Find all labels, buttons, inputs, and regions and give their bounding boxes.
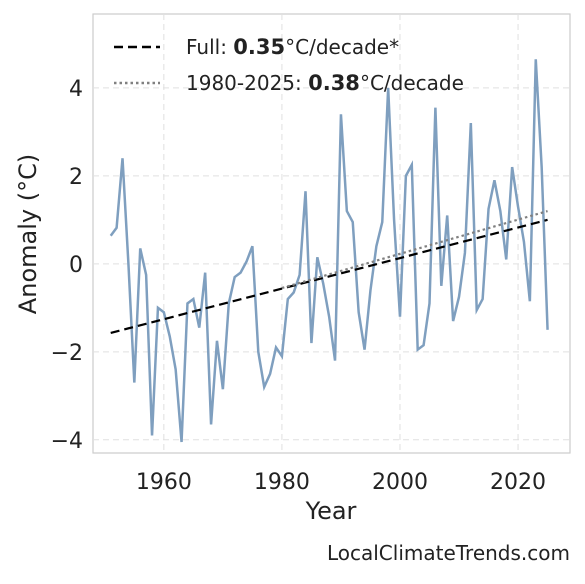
- y-tick-label: −4: [51, 429, 83, 454]
- y-tick-label: 4: [69, 77, 83, 102]
- plot-frame: [92, 13, 571, 454]
- legend-suffix: °C/decade*: [285, 35, 399, 59]
- x-tick-label: 1960: [136, 470, 192, 495]
- x-tick-label: 1980: [254, 470, 310, 495]
- legend-suffix: °C/decade: [360, 71, 464, 95]
- legend-rate: 0.38: [308, 71, 360, 95]
- legend-label: 1980-2025: 0.38°C/decade: [186, 71, 464, 95]
- legend-prefix: Full:: [186, 35, 233, 59]
- y-tick-label: −2: [51, 341, 83, 366]
- x-tick-label: 2000: [372, 470, 428, 495]
- source: LocalClimateTrends.com: [327, 541, 570, 565]
- trend-line: [281, 210, 548, 290]
- anomaly-line: [109, 59, 549, 443]
- legend-prefix: 1980-2025:: [186, 71, 308, 95]
- trend-line: [110, 218, 548, 334]
- x-tick-label: 2020: [490, 470, 546, 495]
- legend-label: Full: 0.35°C/decade*: [186, 35, 399, 59]
- y-axis-label: Anomaly (°C): [14, 154, 42, 314]
- x-axis-label: Year: [305, 497, 357, 525]
- y-tick-label: 2: [69, 165, 83, 190]
- legend-rate: 0.35: [233, 35, 285, 59]
- y-tick-label: 0: [69, 253, 83, 278]
